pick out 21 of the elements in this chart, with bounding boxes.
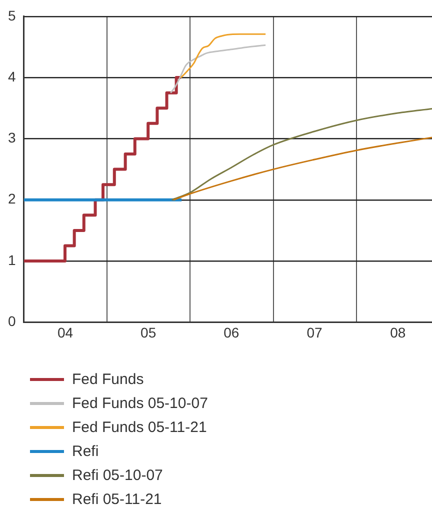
legend-label: Refi <box>72 442 99 460</box>
y-tick-label: 4 <box>8 68 16 84</box>
x-tick-label: 08 <box>390 324 406 340</box>
legend-label: Refi 05-10-07 <box>72 466 163 484</box>
y-tick-label: 2 <box>8 190 16 207</box>
legend-label: Fed Funds 05-10-07 <box>72 394 208 412</box>
x-tick-label: 06 <box>224 324 240 340</box>
y-tick-label: 5 <box>8 7 16 24</box>
x-tick-label: 05 <box>140 324 156 340</box>
y-tick-label: 1 <box>8 252 16 268</box>
line-series <box>171 108 432 201</box>
line-series <box>180 33 266 78</box>
legend-label: Fed Funds <box>72 370 144 388</box>
x-tick-label: 07 <box>306 324 323 340</box>
line-series <box>172 136 432 201</box>
line-series <box>170 44 266 94</box>
legend-label: Fed Funds 05-11-21 <box>72 418 207 436</box>
y-tick-label: 3 <box>8 130 16 146</box>
y-tick-label: 0 <box>8 313 16 330</box>
legend-label: Refi 05-11-21 <box>72 490 162 508</box>
x-tick-label: 04 <box>57 324 74 340</box>
